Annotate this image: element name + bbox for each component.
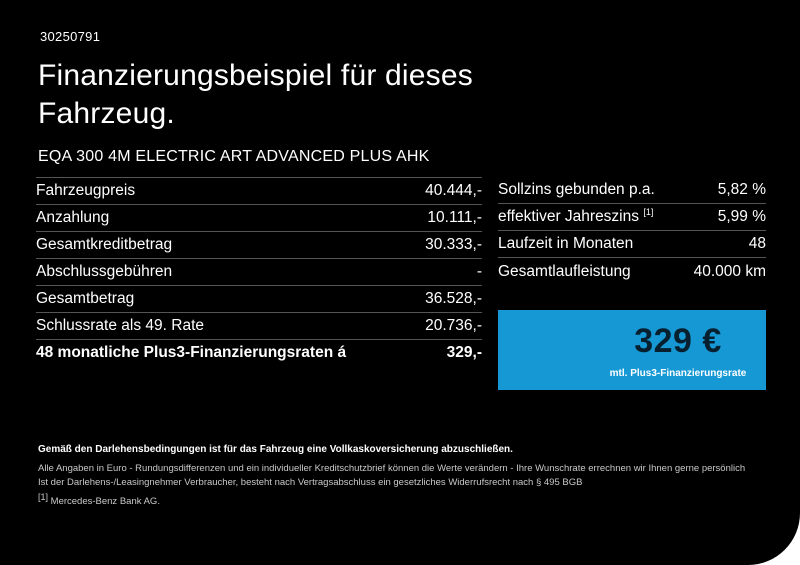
finance-row-label: Gesamtkreditbetrag	[36, 236, 173, 253]
page-title-line1: Finanzierungsbeispiel für dieses	[38, 59, 473, 92]
finance-row-value: -	[476, 263, 482, 280]
monthly-rate-caption: mtl. Plus3-Finanzierungsrate	[609, 367, 747, 379]
footnote-bank: [1] Mercedes-Benz Bank AG.	[38, 491, 160, 507]
vehicle-id: 30250791	[40, 29, 101, 44]
condition-row: Gesamtlaufleistung 40.000 km	[498, 258, 766, 285]
monthly-rate-amount: 329 €	[634, 321, 722, 360]
finance-row-label: Schlussrate als 49. Rate	[36, 317, 205, 334]
finance-row-label: Gesamtbetrag	[36, 290, 135, 307]
model-name: EQA 300 4M ELECTRIC ART ADVANCED PLUS AH…	[38, 148, 430, 165]
finance-row-label: Fahrzeugpreis	[36, 182, 136, 199]
footnote-withdrawal: Ist der Darlehens-/Leasingnehmer Verbrau…	[38, 477, 583, 488]
page-title-line2: Fahrzeug.	[38, 97, 175, 130]
condition-row-value: 40.000 km	[693, 262, 766, 280]
finance-row-value: 30.333,-	[425, 236, 482, 253]
condition-row-value: 48	[748, 235, 766, 252]
finance-row-value: 40.444,-	[425, 182, 482, 199]
conditions-table: Sollzins gebunden p.a. 5,82 % effektiver…	[498, 177, 766, 285]
condition-row-label: Sollzins gebunden p.a.	[498, 181, 655, 198]
finance-row-value: 36.528,-	[425, 290, 482, 307]
condition-row-label: effektiver Jahreszins [1]	[498, 206, 654, 225]
condition-row: Laufzeit in Monaten 48	[498, 231, 766, 258]
footnote-general: Alle Angaben in Euro - Rundungsdifferenz…	[38, 463, 746, 474]
condition-row: Sollzins gebunden p.a. 5,82 %	[498, 177, 766, 204]
finance-row: Gesamtkreditbetrag 30.333,-	[36, 231, 482, 258]
monthly-rate-box: 329 € mtl. Plus3-Finanzierungsrate	[498, 310, 766, 390]
finance-row: Gesamtbetrag 36.528,-	[36, 285, 482, 312]
page-title: Finanzierungsbeispiel für dieses Fahrzeu…	[38, 57, 473, 133]
finance-row-label: 48 monatliche Plus3-Finanzierungsraten á	[36, 344, 347, 361]
finance-row-value: 329,-	[446, 344, 482, 361]
condition-row-label: Gesamtlaufleistung	[498, 262, 631, 280]
condition-row-value: 5,99 %	[717, 208, 766, 225]
finance-row-label: Abschlussgebühren	[36, 263, 173, 280]
finance-row: Anzahlung 10.111,-	[36, 204, 482, 231]
footnote-insurance: Gemäß den Darlehensbedingungen ist für d…	[38, 444, 513, 455]
finance-table: Fahrzeugpreis 40.444,- Anzahlung 10.111,…	[36, 177, 482, 366]
condition-row: effektiver Jahreszins [1] 5,99 %	[498, 204, 766, 231]
finance-row: Fahrzeugpreis 40.444,-	[36, 177, 482, 204]
footnotes: Gemäß den Darlehensbedingungen ist für d…	[38, 444, 770, 510]
finance-row: Schlussrate als 49. Rate 20.736,-	[36, 312, 482, 339]
condition-row-label: Laufzeit in Monaten	[498, 235, 634, 252]
finance-row-label: Anzahlung	[36, 209, 110, 226]
footnote-bank-sup: [1]	[38, 491, 49, 502]
finance-row-monthly-rate: 48 monatliche Plus3-Finanzierungsraten á…	[36, 339, 482, 366]
finance-row-value: 20.736,-	[425, 317, 482, 334]
finance-row: Abschlussgebühren -	[36, 258, 482, 285]
footnote-marker: [1]	[643, 206, 654, 217]
finance-row-value: 10.111,-	[427, 209, 482, 226]
condition-row-value: 5,82 %	[717, 181, 766, 198]
